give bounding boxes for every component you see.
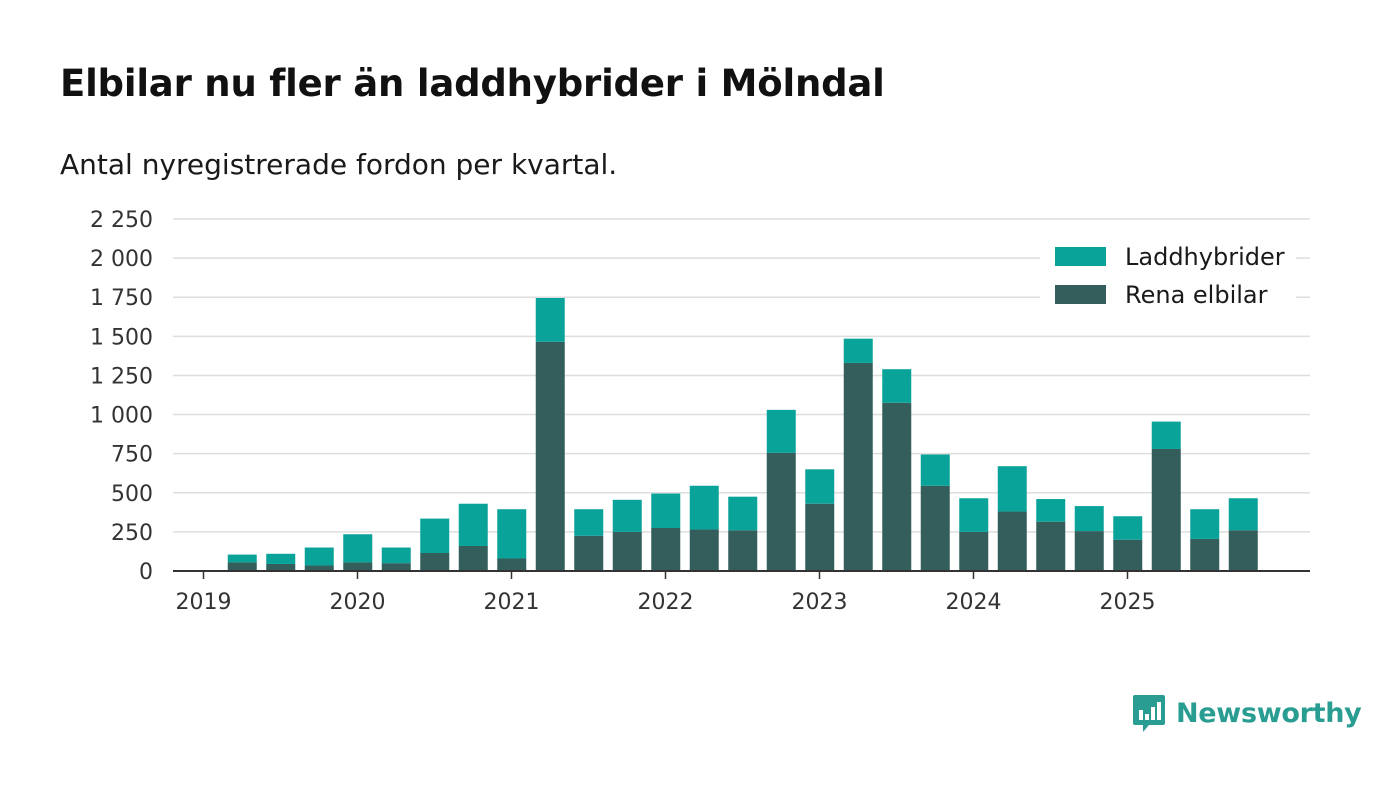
y-tick-label: 2 250 (90, 208, 153, 233)
bar-rena-elbilar (266, 563, 296, 571)
bar-rena-elbilar (959, 531, 989, 571)
y-tick-label: 0 (139, 560, 153, 585)
bar-laddhybrider (766, 409, 796, 453)
bar-rena-elbilar (766, 452, 796, 571)
bar-laddhybrider (882, 369, 912, 403)
x-tick-label: 2023 (792, 590, 848, 615)
bar-rena-elbilar (843, 362, 873, 571)
legend: Laddhybrider Rena elbilar (1040, 238, 1296, 314)
bar-rena-elbilar (304, 565, 334, 571)
bar-laddhybrider (1036, 499, 1066, 522)
bar-rena-elbilar (1074, 531, 1104, 571)
bar-laddhybrider (1190, 509, 1220, 539)
y-tick-label: 1 500 (90, 325, 153, 350)
bar-rena-elbilar (1151, 448, 1181, 571)
brand-name: Newsworthy (1176, 697, 1362, 729)
bar-laddhybrider (612, 499, 642, 532)
bar-rena-elbilar (1190, 538, 1220, 571)
x-tick-label: 2022 (638, 590, 694, 615)
y-tick-label: 1 250 (90, 364, 153, 389)
bar-rena-elbilar (651, 527, 681, 571)
bar-laddhybrider (805, 469, 835, 504)
y-tick-label: 2 000 (90, 247, 153, 272)
bar-laddhybrider (959, 498, 989, 532)
x-tick-label: 2019 (176, 590, 232, 615)
y-tick-label: 750 (111, 443, 153, 468)
bar-rena-elbilar (805, 503, 835, 571)
bar-laddhybrider (1113, 516, 1143, 540)
bar-rena-elbilar (535, 341, 565, 571)
y-tick-label: 1 750 (90, 286, 153, 311)
x-tick-label: 2020 (330, 590, 386, 615)
bar-rena-elbilar (381, 563, 411, 571)
bar-rena-elbilar (1113, 539, 1143, 571)
legend-swatch-rena-elbilar (1055, 285, 1106, 304)
legend-swatch-laddhybrider (1055, 247, 1106, 266)
bar-laddhybrider (1228, 498, 1258, 531)
bar-rena-elbilar (1228, 530, 1258, 571)
newsworthy-logo-icon (1133, 695, 1165, 732)
y-tick-label: 1 000 (90, 404, 153, 429)
bar-rena-elbilar (689, 529, 719, 571)
y-tick-label: 250 (111, 521, 153, 546)
bar-rena-elbilar (997, 511, 1027, 571)
bar-laddhybrider (535, 298, 565, 342)
legend-label-laddhybrider: Laddhybrider (1125, 243, 1285, 271)
bar-laddhybrider (1151, 421, 1181, 449)
bar-laddhybrider (997, 466, 1027, 512)
bar-rena-elbilar (458, 545, 488, 571)
bars (227, 298, 1258, 571)
bar-laddhybrider (266, 553, 296, 564)
bar-rena-elbilar (920, 485, 950, 571)
x-axis: 2019 2020 2021 2022 2023 2024 2025 (173, 570, 1310, 615)
y-tick-label: 500 (111, 482, 153, 507)
y-axis-ticks: 0 250 500 750 1 000 1 250 1 500 1 750 2 000 2 250 (90, 208, 153, 585)
bar-laddhybrider (227, 554, 257, 563)
bar-rena-elbilar (728, 530, 758, 571)
legend-label-rena-elbilar: Rena elbilar (1125, 281, 1268, 309)
bar-laddhybrider (420, 518, 450, 554)
bar-laddhybrider (1074, 506, 1104, 532)
bar-rena-elbilar (227, 562, 257, 571)
bar-rena-elbilar (343, 562, 373, 571)
bar-laddhybrider (574, 509, 604, 536)
bar-rena-elbilar (497, 558, 527, 571)
bar-laddhybrider (304, 547, 334, 566)
x-tick-label: 2025 (1100, 590, 1156, 615)
bar-laddhybrider (843, 338, 873, 363)
bar-rena-elbilar (612, 531, 642, 571)
bar-laddhybrider (458, 503, 488, 546)
bar-laddhybrider (920, 454, 950, 486)
bar-rena-elbilar (882, 402, 912, 571)
bar-laddhybrider (689, 485, 719, 530)
x-tick-label: 2024 (946, 590, 1002, 615)
bar-rena-elbilar (420, 553, 450, 571)
bar-laddhybrider (651, 493, 681, 528)
bar-laddhybrider (343, 534, 373, 563)
bar-rena-elbilar (1036, 521, 1066, 571)
bar-laddhybrider (497, 509, 527, 559)
bar-rena-elbilar (574, 535, 604, 571)
newsworthy-logo[interactable]: Newsworthy (1132, 692, 1362, 734)
chart-subtitle: Antal nyregistrerade fordon per kvartal. (60, 148, 618, 181)
bar-laddhybrider (728, 496, 758, 531)
bar-laddhybrider (381, 547, 411, 564)
chart-title: Elbilar nu fler än laddhybrider i Mölnda… (60, 62, 885, 105)
x-tick-label: 2021 (484, 590, 540, 615)
